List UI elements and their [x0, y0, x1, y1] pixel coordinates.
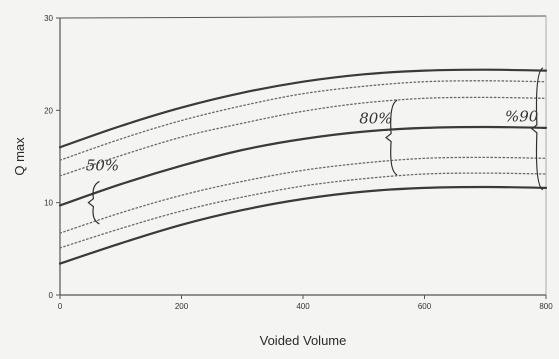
y-axis-title: Q max: [12, 137, 27, 176]
series-line-dotted: [59, 172, 547, 249]
x-tick-label: 400: [296, 302, 310, 311]
plot-area: 0 200 400 600 800 0 10 20 30 50% 80% %90: [44, 14, 553, 311]
series-line-dotted: [59, 96, 547, 177]
series-line-dotted: [59, 156, 547, 234]
bracket-annotation: [87, 180, 100, 225]
y-tick-label: 30: [44, 14, 53, 23]
x-tick-label: 0: [58, 302, 63, 311]
y-tick-label: 20: [44, 106, 53, 115]
bracket-annotation: [530, 67, 544, 191]
x-tick-label: 800: [539, 302, 553, 311]
series-line-solid: [58, 125, 548, 207]
series-line-solid: [58, 185, 548, 265]
annotation-label: 50%: [86, 156, 119, 174]
x-tick-label: 200: [175, 302, 189, 311]
y-tick-label: 0: [49, 291, 54, 300]
top-frame-line: [59, 15, 547, 19]
annotation-label: %90: [505, 107, 539, 125]
y-tick-label: 10: [44, 199, 53, 208]
x-axis-title: Voided Volume: [260, 333, 347, 348]
annotation-label: 80%: [359, 109, 392, 127]
bracket-annotation: [385, 99, 398, 176]
series-line-dotted: [59, 80, 547, 161]
x-tick-label: 600: [418, 302, 432, 311]
series-line-solid: [58, 68, 548, 149]
